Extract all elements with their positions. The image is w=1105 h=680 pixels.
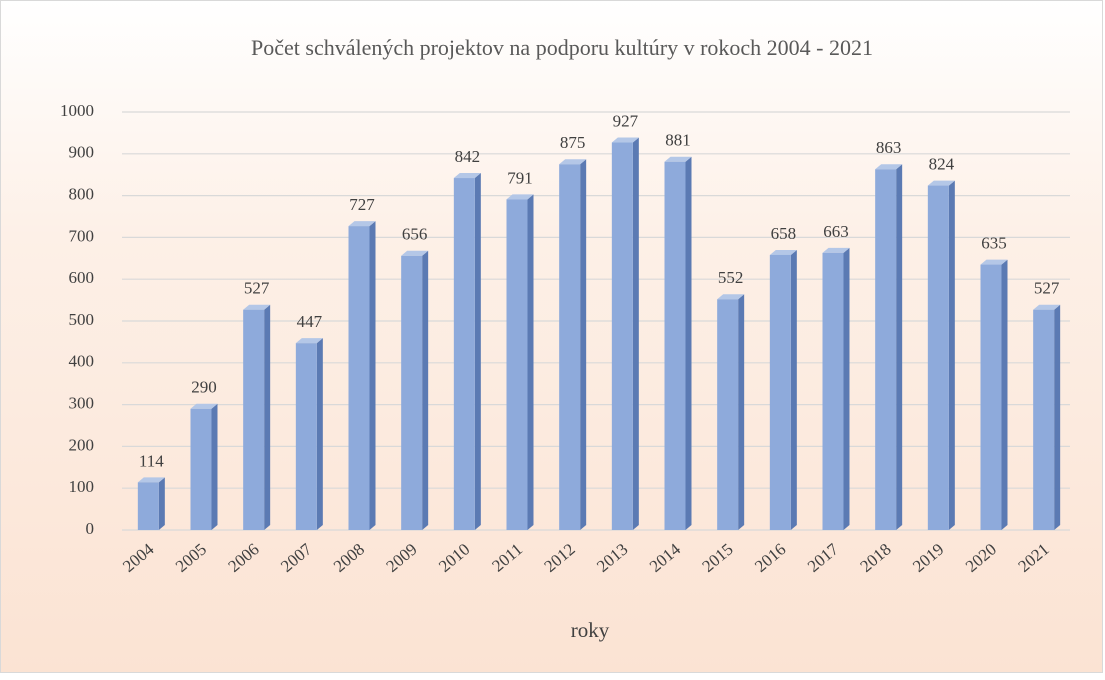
x-axis-title: roky <box>571 618 610 642</box>
bar-top <box>664 156 692 162</box>
y-tick-label: 100 <box>69 477 95 496</box>
data-label: 635 <box>981 233 1007 252</box>
bar <box>453 178 475 530</box>
bar-top <box>506 194 534 200</box>
bar <box>1033 309 1055 530</box>
bar-side <box>1001 259 1008 530</box>
data-label: 663 <box>823 222 849 241</box>
bar-side <box>1054 304 1061 530</box>
bar <box>190 408 212 530</box>
bar-top <box>875 164 903 170</box>
data-label: 114 <box>139 451 164 470</box>
bar-top <box>822 247 850 253</box>
y-tick-label: 0 <box>86 519 95 538</box>
bar-side <box>632 137 639 530</box>
bar-side <box>264 304 271 530</box>
y-tick-label: 700 <box>69 226 95 245</box>
chart-title: Počet schválených projektov na podporu k… <box>251 35 873 60</box>
bar-side <box>790 249 797 530</box>
data-label: 842 <box>455 147 481 166</box>
bar-top <box>243 304 271 310</box>
y-tick-label: 500 <box>69 310 95 329</box>
bar-top <box>611 137 639 143</box>
data-label: 727 <box>349 195 375 214</box>
data-label: 552 <box>718 268 744 287</box>
bar-side <box>843 247 850 530</box>
bar-side <box>527 194 534 530</box>
data-label: 447 <box>297 312 323 331</box>
data-label: 527 <box>1034 279 1060 298</box>
bar <box>295 343 317 530</box>
bar <box>506 199 528 530</box>
bar-top <box>137 477 165 483</box>
bar <box>822 252 844 530</box>
bar-side <box>158 477 165 530</box>
data-label: 927 <box>613 111 639 130</box>
bar <box>559 164 581 530</box>
bar <box>980 264 1002 530</box>
bar-top <box>348 221 376 227</box>
bar-side <box>422 250 429 531</box>
y-tick-label: 400 <box>69 352 95 371</box>
data-label: 875 <box>560 133 586 152</box>
bar <box>875 169 897 531</box>
y-tick-label: 800 <box>69 185 95 204</box>
bar-top <box>769 249 797 255</box>
bar <box>927 185 949 530</box>
bar <box>769 254 791 530</box>
bar-side <box>738 294 745 530</box>
bar-top <box>190 403 218 409</box>
bar-side <box>211 403 218 530</box>
bar <box>664 161 686 530</box>
y-tick-label: 300 <box>69 394 95 413</box>
bar-top <box>453 173 481 179</box>
bar <box>243 309 265 530</box>
data-label: 290 <box>191 378 217 397</box>
bar-top <box>295 338 323 344</box>
y-tick-label: 600 <box>69 268 95 287</box>
bar <box>137 482 159 530</box>
bar-side <box>316 338 323 530</box>
bar-top <box>401 250 429 256</box>
bar-top <box>980 259 1008 265</box>
bar-top <box>717 294 745 300</box>
data-label: 658 <box>771 224 797 243</box>
y-tick-label: 900 <box>69 143 95 162</box>
bar-side <box>896 164 903 531</box>
bar-side <box>369 221 376 530</box>
bar <box>717 299 739 530</box>
y-tick-label: 200 <box>69 435 95 454</box>
data-label: 656 <box>402 225 428 244</box>
data-label: 863 <box>876 138 902 157</box>
bar-top <box>559 159 587 165</box>
data-label: 791 <box>507 168 533 187</box>
y-tick-label: 1000 <box>60 101 94 120</box>
bar <box>401 255 423 531</box>
bar-side <box>580 159 587 530</box>
bar-side <box>948 180 955 530</box>
data-label: 881 <box>665 131 691 150</box>
bar-top <box>1033 304 1061 310</box>
bar <box>348 226 370 530</box>
bar <box>611 142 633 531</box>
data-label: 527 <box>244 279 270 298</box>
bar-side <box>685 156 692 530</box>
data-label: 824 <box>929 154 955 173</box>
bar-side <box>474 173 481 530</box>
bar-top <box>927 180 955 186</box>
